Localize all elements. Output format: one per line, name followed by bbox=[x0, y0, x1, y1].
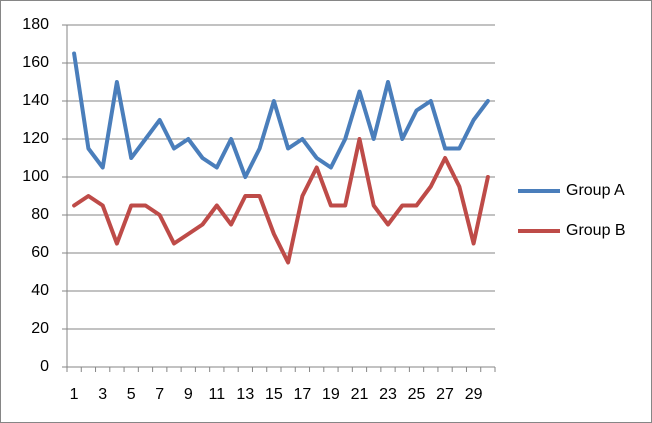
x-tick-label: 7 bbox=[155, 386, 164, 403]
x-tick-label: 23 bbox=[379, 386, 397, 403]
y-tick-label: 140 bbox=[22, 92, 49, 109]
x-tick-label: 21 bbox=[351, 386, 369, 403]
y-tick-label: 100 bbox=[22, 168, 49, 185]
x-tick-label: 15 bbox=[265, 386, 283, 403]
x-tick-label: 5 bbox=[127, 386, 136, 403]
y-tick-label: 20 bbox=[31, 320, 49, 337]
legend-label: Group B bbox=[566, 222, 626, 239]
x-tick-label: 1 bbox=[70, 386, 79, 403]
y-tick-label: 180 bbox=[22, 16, 49, 33]
x-tick-label: 25 bbox=[408, 386, 426, 403]
y-tick-label: 80 bbox=[31, 206, 49, 223]
series-line bbox=[72, 137, 490, 265]
x-tick-label: 3 bbox=[98, 386, 107, 403]
x-tick-label: 11 bbox=[208, 386, 225, 403]
y-tick-label: 0 bbox=[40, 358, 49, 375]
y-tick-label: 40 bbox=[31, 282, 49, 299]
y-tick-label: 60 bbox=[31, 244, 49, 261]
y-tick-label: 160 bbox=[22, 54, 49, 71]
x-tick-label: 17 bbox=[294, 386, 312, 403]
x-tick-label: 27 bbox=[436, 386, 454, 403]
x-tick-label: 13 bbox=[236, 386, 254, 403]
x-tick-label: 9 bbox=[184, 386, 193, 403]
legend-label: Group A bbox=[566, 182, 625, 199]
x-tick-label: 29 bbox=[465, 386, 483, 403]
y-tick-label: 120 bbox=[22, 130, 49, 147]
x-tick-label: 19 bbox=[322, 386, 340, 403]
series-line bbox=[72, 51, 490, 179]
